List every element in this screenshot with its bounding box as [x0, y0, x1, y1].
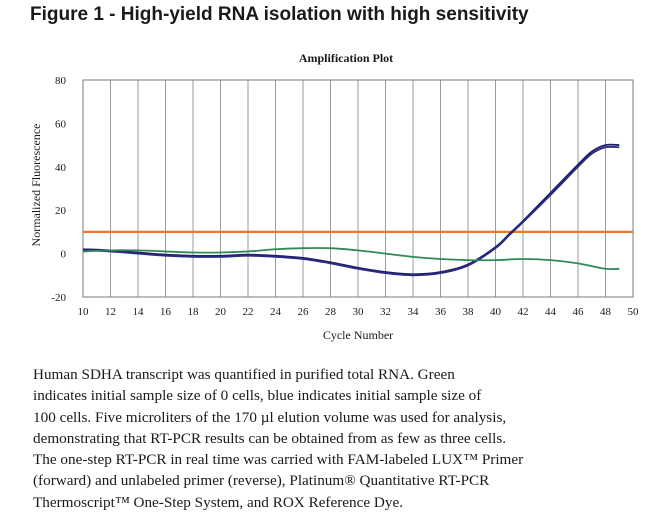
- x-tick-label: 36: [435, 306, 447, 318]
- amplification-plot-chart: -20 0 20 40 60 80 10 12 14 16 18 20 22 24 26 28 30 32 34 3…: [29, 51, 640, 342]
- x-tick-label: 40: [490, 306, 502, 318]
- x-tick-label: 38: [463, 306, 475, 318]
- y-tick-label: 20: [55, 205, 67, 217]
- x-tick-label: 16: [160, 306, 172, 318]
- plot-area-frame: [82, 79, 634, 298]
- x-axis-label: Cycle Number: [323, 328, 393, 342]
- x-tick-label: 22: [243, 306, 254, 318]
- data-series-group: [82, 143, 620, 277]
- vertical-gridlines: [110, 80, 606, 297]
- x-tick-label: 24: [270, 306, 282, 318]
- x-tick-label: 10: [78, 306, 90, 318]
- x-tick-label: 20: [215, 306, 227, 318]
- series-line: [82, 247, 620, 271]
- y-tick-label: 60: [55, 118, 67, 130]
- x-tick-label: 28: [325, 306, 337, 318]
- y-tick-labels: -20 0 20 40 60 80: [51, 75, 66, 304]
- y-tick-label: 40: [55, 162, 67, 174]
- x-tick-label: 48: [600, 306, 612, 318]
- x-tick-label: 12: [105, 306, 116, 318]
- caption-line: Thermoscript™ One-Step System, and ROX R…: [33, 493, 404, 511]
- caption-line: 100 cells. Five microliters of the 170 µ…: [33, 408, 507, 426]
- caption-line: demonstrating that RT-PCR results can be…: [33, 429, 507, 447]
- x-tick-label: 34: [408, 306, 420, 318]
- caption-line: (forward) and unlabeled primer (reverse)…: [33, 472, 490, 490]
- caption-line: The one-step RT-PCR in real time was car…: [33, 451, 524, 469]
- x-tick-label: 18: [188, 306, 200, 318]
- x-tick-labels: 10 12 14 16 18 20 22 24 26 28 30 32 34 36 38 40 42 44 46 48…: [78, 306, 640, 318]
- x-tick-label: 44: [545, 306, 557, 318]
- figure-caption: Human SDHA transcript was quantified in …: [33, 364, 643, 513]
- x-tick-label: 46: [573, 306, 585, 318]
- caption-line: Human SDHA transcript was quantified in …: [33, 366, 455, 383]
- y-tick-label: -20: [51, 292, 66, 304]
- x-tick-label: 32: [380, 306, 391, 318]
- chart-title: Amplification Plot: [299, 51, 393, 65]
- x-tick-label: 50: [628, 306, 640, 318]
- y-axis-label: Normalized Fluorescence: [29, 124, 43, 247]
- caption-line: indicates initial sample size of 0 cells…: [33, 387, 482, 405]
- series-line: [82, 145, 620, 277]
- figure-title: Figure 1 - High-yield RNA isolation with…: [30, 4, 529, 25]
- x-tick-label: 26: [298, 306, 310, 318]
- y-tick-label: 80: [55, 75, 67, 87]
- y-tick-label: 0: [61, 249, 67, 261]
- series-line: [82, 143, 620, 276]
- x-tick-label: 14: [133, 306, 145, 318]
- x-tick-label: 42: [518, 306, 529, 318]
- x-tick-label: 30: [353, 306, 365, 318]
